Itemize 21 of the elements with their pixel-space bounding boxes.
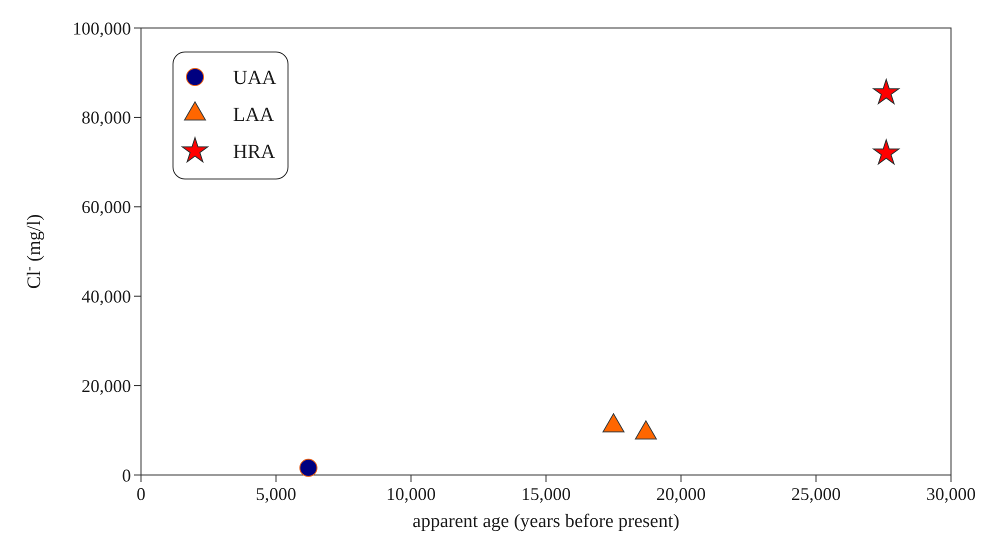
- point: [873, 139, 900, 164]
- y-tick-label: 60,000: [82, 197, 131, 218]
- legend-label: UAA: [233, 67, 277, 89]
- legend-label: HRA: [233, 141, 276, 163]
- x-tick-label: 30,000: [926, 484, 976, 504]
- x-tick-label: 15,000: [521, 484, 571, 504]
- point: [602, 413, 624, 432]
- x-tick-label: 0: [136, 484, 146, 504]
- x-tick-label: 25,000: [791, 484, 841, 504]
- point: [873, 78, 900, 104]
- x-tick-label: 10,000: [386, 484, 436, 504]
- legend-label: LAA: [233, 104, 275, 126]
- x-tick-label: 20,000: [656, 484, 706, 504]
- point: [634, 420, 657, 440]
- y-tick-label: 0: [122, 465, 131, 486]
- x-axis-title: apparent age (years before present): [412, 511, 680, 532]
- y-tick-label: 80,000: [82, 108, 131, 128]
- y-tick-label: 100,000: [72, 18, 131, 38]
- y-tick-label: 20,000: [82, 376, 131, 396]
- y-tick-label: 40,000: [82, 286, 131, 306]
- x-tick-label: 5,000: [256, 484, 296, 504]
